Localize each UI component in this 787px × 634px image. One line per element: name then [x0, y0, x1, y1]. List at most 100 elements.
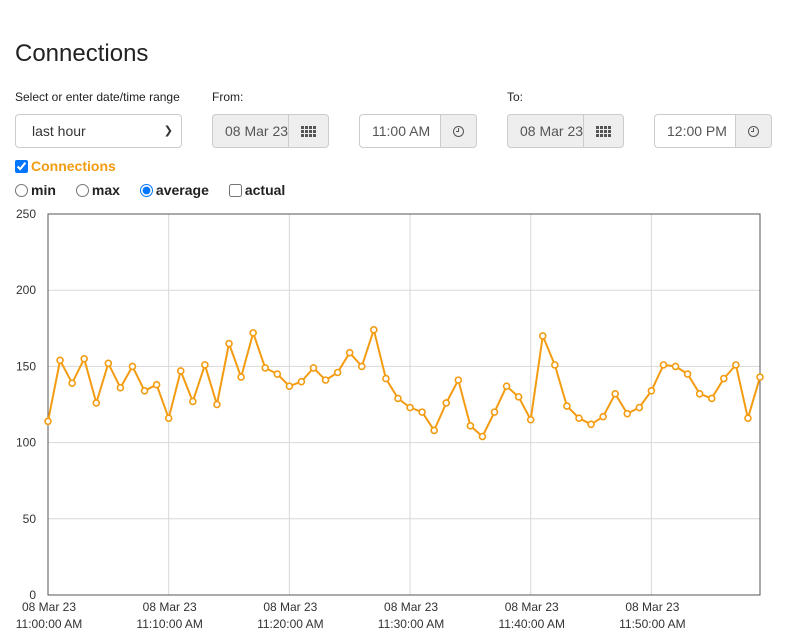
data-point [587, 420, 595, 429]
mode-options: min max average actual [15, 182, 305, 198]
series-toggle: Connections [15, 158, 116, 174]
data-point [189, 397, 197, 406]
data-point [201, 361, 209, 369]
x-tick-time: 11:30:00 AM [378, 617, 445, 631]
data-point [563, 402, 571, 410]
chevron-down-icon: ❯ [163, 125, 173, 137]
mode-average[interactable]: average [139, 182, 209, 198]
data-point [164, 414, 173, 423]
data-point [104, 359, 113, 368]
data-point [261, 364, 270, 372]
mode-max-radio[interactable] [75, 183, 89, 197]
data-point [671, 362, 680, 371]
mode-actual-label: actual [244, 182, 286, 198]
data-point [442, 399, 451, 407]
y-tick-label: 150 [16, 359, 36, 373]
data-point [140, 386, 149, 395]
data-point [611, 390, 619, 398]
from-calendar-button[interactable] [288, 114, 329, 148]
data-point [80, 354, 89, 363]
data-point [732, 361, 740, 369]
data-point [575, 414, 583, 423]
data-point [623, 409, 632, 418]
x-tick-date: 08 Mar 23 [625, 600, 679, 614]
mode-actual-checkbox[interactable] [228, 183, 242, 197]
x-tick-date: 08 Mar 23 [143, 600, 197, 614]
plot-border [47, 213, 761, 596]
y-tick-label: 250 [16, 207, 36, 221]
data-point [406, 403, 414, 412]
to-calendar-button[interactable] [583, 114, 624, 148]
data-point [68, 379, 76, 387]
data-point [92, 399, 101, 407]
data-point [176, 367, 185, 375]
page-title: Connections [15, 40, 149, 67]
to-date-input[interactable]: 08 Mar 23 [507, 114, 583, 148]
data-point [719, 374, 728, 383]
y-tick-label: 0 [29, 588, 36, 602]
data-point [466, 422, 475, 430]
mode-max[interactable]: max [75, 182, 120, 198]
y-tick-label: 200 [16, 283, 36, 297]
from-date-group: 08 Mar 23 [212, 114, 329, 148]
mode-actual[interactable]: actual [228, 182, 286, 198]
data-point [744, 414, 752, 423]
mode-min-label: min [31, 182, 56, 198]
x-tick-time: 11:50:00 AM [619, 617, 686, 631]
data-point [382, 374, 390, 383]
x-tick-time: 11:40:00 AM [498, 617, 565, 631]
data-point [695, 390, 704, 398]
to-date-group: 08 Mar 23 [507, 114, 624, 148]
data-point [56, 356, 64, 365]
clock-icon [453, 125, 464, 137]
from-date-input[interactable]: 08 Mar 23 [212, 114, 288, 148]
connections-chart: 0 50 100 150 200 250 08 Mar 23 11:00:00 AM 08 Ma… [16, 207, 764, 631]
calendar-grid-icon [301, 125, 316, 137]
data-point [683, 370, 692, 378]
data-point [128, 362, 137, 371]
data-point [526, 415, 535, 424]
x-tick-date: 08 Mar 23 [22, 600, 76, 614]
data-point [394, 394, 402, 403]
x-tick-date: 08 Mar 23 [384, 600, 438, 614]
data-point [551, 361, 559, 369]
data-point [430, 426, 438, 435]
calendar-grid-icon [596, 125, 611, 137]
mode-min[interactable]: min [15, 182, 56, 198]
data-point [273, 370, 282, 378]
data-point [370, 326, 378, 334]
from-clock-button[interactable] [440, 114, 477, 148]
data-point [213, 400, 221, 409]
data-point [321, 376, 330, 384]
range-select[interactable]: last hour ❯ [15, 114, 182, 148]
to-clock-button[interactable] [735, 114, 772, 148]
data-point [297, 377, 306, 386]
clock-icon [748, 125, 759, 137]
y-tick-label: 100 [16, 436, 36, 450]
y-tick-label: 50 [23, 512, 37, 526]
from-time-group: 11:00 AM [359, 114, 477, 148]
data-point [237, 373, 245, 381]
data-point [249, 329, 257, 337]
connections-checkbox[interactable] [15, 159, 28, 173]
data-point [309, 364, 318, 372]
from-label: From: [212, 90, 244, 104]
data-point [538, 332, 547, 340]
x-tick-time: 11:00:00 AM [16, 617, 83, 631]
mode-average-radio[interactable] [139, 183, 153, 197]
data-point [285, 382, 294, 391]
data-point [454, 376, 463, 384]
to-time-input[interactable]: 12:00 PM [654, 114, 735, 148]
from-time-input[interactable]: 11:00 AM [359, 114, 440, 148]
data-point [514, 393, 523, 401]
connections-label: Connections [31, 158, 116, 174]
x-tick-time: 11:20:00 AM [257, 617, 324, 631]
mode-min-radio[interactable] [15, 183, 28, 197]
data-point [490, 408, 499, 416]
data-point [756, 373, 764, 381]
data-point [418, 408, 426, 416]
data-point [478, 432, 487, 441]
to-time-group: 12:00 PM [654, 114, 772, 148]
range-label: Select or enter date/time range [15, 90, 180, 104]
data-point [635, 403, 644, 412]
